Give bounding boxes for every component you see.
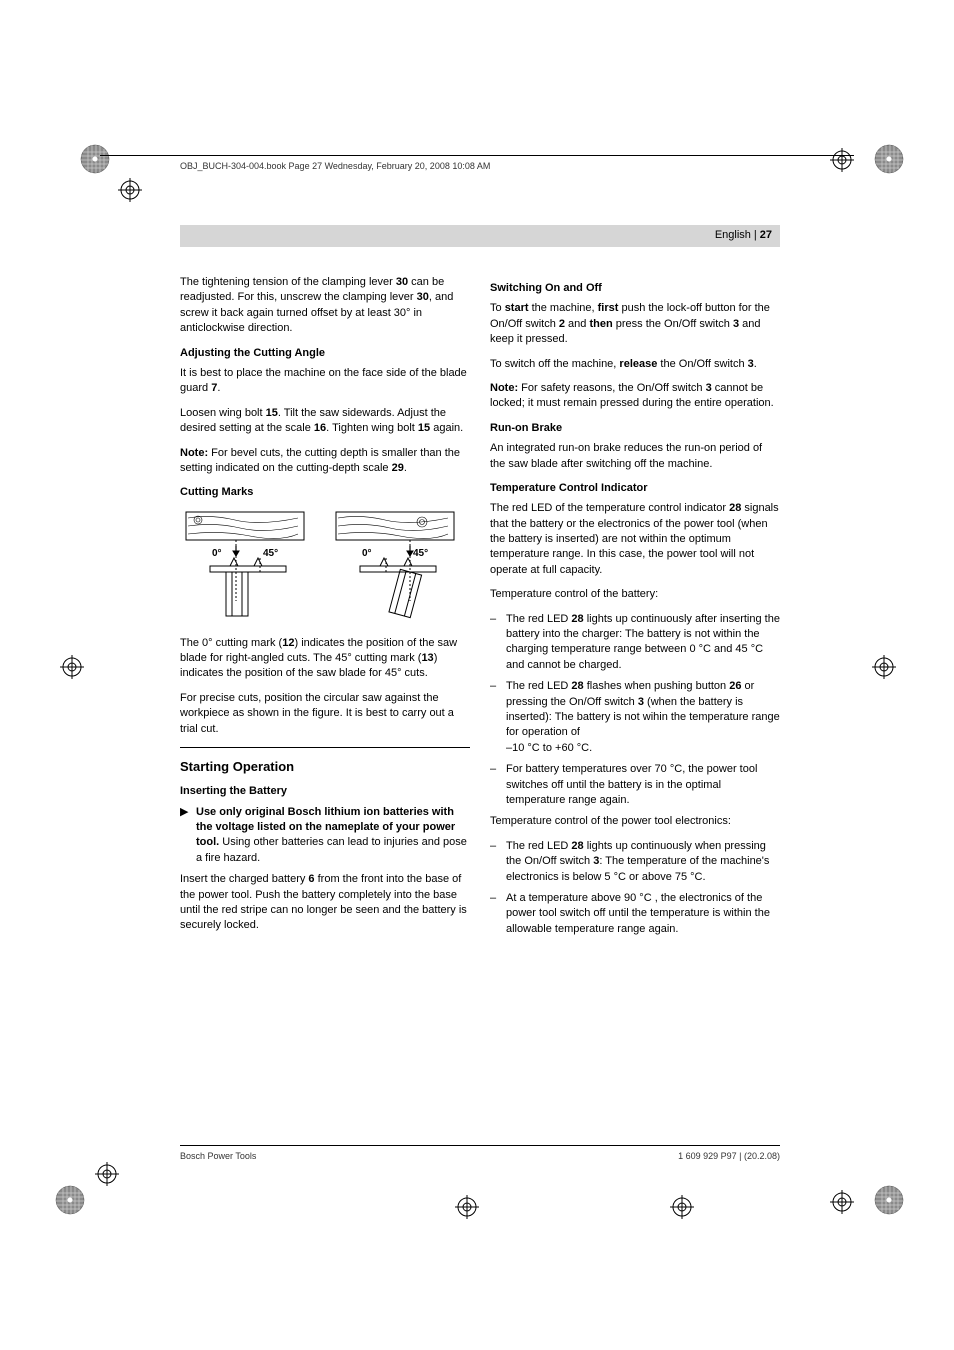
section-rule <box>180 747 470 748</box>
body-text: Insert the charged battery 6 from the fr… <box>180 872 470 934</box>
body-text: An integrated run-on brake reduces the r… <box>490 441 780 472</box>
fig-label-0: 0° <box>362 548 372 559</box>
header-rule <box>100 155 854 156</box>
footer-right: 1 609 929 P97 | (20.2.08) <box>678 1150 780 1163</box>
language-label: English <box>715 228 751 243</box>
body-text: For precise cuts, position the circular … <box>180 691 470 737</box>
body-text: The tightening tension of the clamping l… <box>180 275 470 337</box>
body-text: Note: For safety reasons, the On/Off swi… <box>490 381 780 412</box>
subheading: Cutting Marks <box>180 485 470 500</box>
list-item: – At a temperature above 90 °C , the ele… <box>490 891 780 937</box>
warning-bullet: ▶ Use only original Bosch lithium ion ba… <box>180 805 470 867</box>
right-column: Switching On and Off To start the machin… <box>490 275 780 943</box>
registration-mark-icon <box>830 148 854 172</box>
body-text: Temperature control of the battery: <box>490 587 780 602</box>
body-text: To start the machine, first push the loc… <box>490 301 780 347</box>
body-text: Note: For bevel cuts, the cutting depth … <box>180 446 470 477</box>
body-text: The red LED of the temperature control i… <box>490 501 780 578</box>
page-number: 27 <box>760 228 772 243</box>
registration-mark-icon <box>118 178 142 202</box>
figure-0deg: 0° 45° <box>180 506 310 626</box>
cutting-marks-figures: 0° 45° <box>180 506 470 626</box>
registration-mark-icon <box>455 1195 479 1219</box>
body-text: Temperature control of the power tool el… <box>490 814 780 829</box>
figure-45deg: 0° 45° <box>330 506 460 626</box>
page-footer: Bosch Power Tools 1 609 929 P97 | (20.2.… <box>180 1145 780 1163</box>
registration-mark-icon <box>95 1162 119 1186</box>
fig-label-0: 0° <box>212 548 222 559</box>
fig-label-45: 45° <box>413 548 428 559</box>
left-column: The tightening tension of the clamping l… <box>180 275 470 943</box>
registration-mark-icon <box>60 655 84 679</box>
list-item: – The red LED 28 flashes when pushing bu… <box>490 679 780 756</box>
registration-mark-icon <box>670 1195 694 1219</box>
subheading: Switching On and Off <box>490 281 780 296</box>
body-text: Loosen wing bolt 15. Tilt the saw sidewa… <box>180 406 470 437</box>
language-page-bar: English | 27 <box>180 225 780 247</box>
battery-temp-list: – The red LED 28 lights up continuously … <box>490 612 780 809</box>
registration-mark-icon <box>872 655 896 679</box>
subheading: Adjusting the Cutting Angle <box>180 346 470 361</box>
registration-mark-icon <box>830 1190 854 1214</box>
list-item: – The red LED 28 lights up continuously … <box>490 612 780 674</box>
print-disk-icon <box>80 144 110 174</box>
body-text: It is best to place the machine on the f… <box>180 366 470 397</box>
section-heading: Starting Operation <box>180 758 470 776</box>
subheading: Run-on Brake <box>490 421 780 436</box>
body-text: The 0° cutting mark (12) indicates the p… <box>180 636 470 682</box>
triangle-bullet-icon: ▶ <box>180 805 196 867</box>
subheading: Inserting the Battery <box>180 784 470 799</box>
electronics-temp-list: – The red LED 28 lights up continuously … <box>490 839 780 937</box>
subheading: Temperature Control Indicator <box>490 481 780 496</box>
print-disk-icon <box>55 1185 85 1215</box>
book-header-text: OBJ_BUCH-304-004.book Page 27 Wednesday,… <box>180 160 490 173</box>
list-item: – The red LED 28 lights up continuously … <box>490 839 780 885</box>
fig-label-45: 45° <box>263 548 278 559</box>
list-item: – For battery temperatures over 70 °C, t… <box>490 762 780 808</box>
print-disk-icon <box>874 1185 904 1215</box>
body-text: To switch off the machine, release the O… <box>490 357 780 372</box>
print-disk-icon <box>874 144 904 174</box>
footer-left: Bosch Power Tools <box>180 1150 256 1163</box>
